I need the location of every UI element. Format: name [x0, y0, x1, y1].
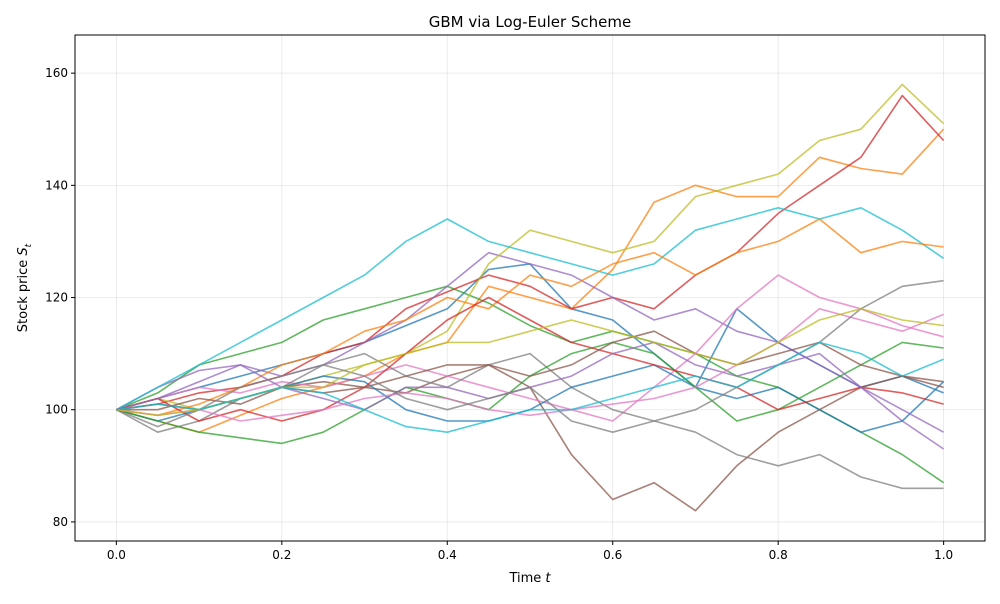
- y-axis: 80 100 120 140 160: [45, 66, 75, 529]
- series-line-17: [116, 307, 944, 422]
- x-axis-label: Time t: [508, 571, 551, 586]
- x-tick-label: 1.0: [934, 548, 953, 562]
- y-tick-label: 100: [45, 403, 68, 417]
- series-line-14: [116, 296, 944, 422]
- series-line-16: [116, 330, 944, 411]
- series-line-20: [116, 341, 944, 434]
- y-tick-label: 140: [45, 178, 68, 192]
- chart-title: GBM via Log-Euler Scheme: [429, 13, 632, 31]
- x-tick-label: 0.6: [603, 548, 622, 562]
- y-axis-label: Stock price St: [16, 243, 34, 332]
- grid: [75, 35, 985, 541]
- x-tick-label: 0.4: [438, 548, 457, 562]
- series-line-12: [116, 218, 944, 417]
- x-tick-label: 0.2: [272, 548, 291, 562]
- x-tick-label: 0.0: [107, 548, 126, 562]
- series-lines: [116, 83, 945, 512]
- x-tick-label: 0.8: [769, 548, 788, 562]
- axes-frame: [74, 34, 986, 542]
- y-tick-label: 120: [45, 291, 68, 305]
- y-tick-label: 160: [45, 66, 68, 80]
- y-tick-label: 80: [53, 515, 68, 529]
- series-line-7: [116, 274, 944, 422]
- x-axis: 0.0 0.2 0.4 0.6 0.8 1.0: [107, 541, 953, 562]
- series-line-2: [116, 128, 945, 434]
- series-line-10: [116, 207, 945, 411]
